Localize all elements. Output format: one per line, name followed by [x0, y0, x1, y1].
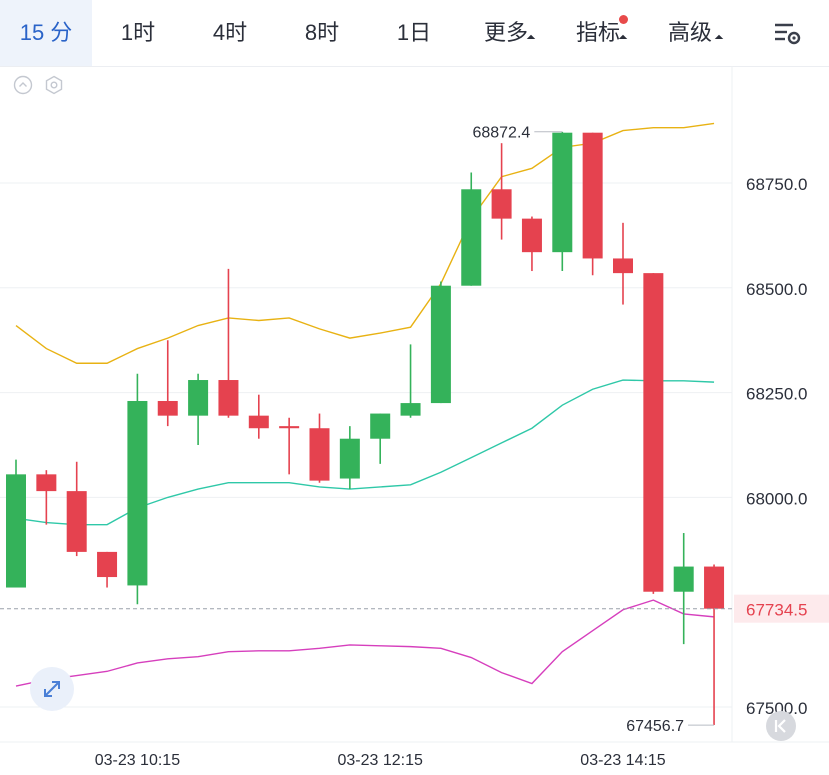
candle-body[interactable]: [279, 426, 300, 429]
indicator-settings-button[interactable]: [44, 75, 64, 95]
candle-body[interactable]: [582, 132, 603, 259]
tab-1h[interactable]: 1时: [92, 0, 184, 66]
y-tick-label: 68000.0: [746, 489, 807, 508]
candle-body[interactable]: [552, 132, 573, 253]
candle-body[interactable]: [400, 403, 421, 416]
candlestick-chart[interactable]: 68750.0 68500.0 68250.0 68000.0 67500.0 03-23…: [0, 66, 829, 775]
moving-average-line: [15, 599, 715, 687]
tab-8h[interactable]: 8时: [276, 0, 368, 66]
tab-1h-label: 1时: [120, 20, 156, 45]
y-tick-label: 67500.0: [746, 699, 807, 718]
candle-body[interactable]: [461, 189, 482, 286]
tab-15m[interactable]: 15 分: [0, 0, 92, 66]
tab-1d-label: 1日: [396, 20, 432, 45]
candle-body[interactable]: [521, 218, 542, 253]
candle-body[interactable]: [97, 551, 118, 578]
candle-body[interactable]: [157, 400, 178, 416]
skip-back-icon: [774, 719, 786, 733]
dropdown-arrow-icon: [618, 34, 628, 44]
moving-average-line: [15, 379, 715, 526]
candle-body[interactable]: [430, 285, 451, 404]
tab-8h-label: 8时: [304, 20, 340, 45]
timeframe-toolbar: 15 分 1时 4时 8时 1日 更多 指标 高级: [0, 0, 829, 67]
candle-body[interactable]: [673, 566, 694, 592]
expand-arrows-icon: [44, 681, 60, 697]
low-price-label: 67456.7: [626, 718, 684, 735]
candle-body[interactable]: [218, 380, 239, 416]
x-tick-label: 03-23 14:15: [580, 752, 666, 769]
candle-body[interactable]: [36, 474, 57, 492]
tab-advanced[interactable]: 高级: [644, 0, 736, 66]
candle-body[interactable]: [6, 474, 26, 588]
candle-body[interactable]: [309, 428, 330, 481]
tab-indicators-label: 指标: [575, 20, 620, 45]
hexagon-gear-icon: [45, 75, 63, 95]
notification-dot-icon: [619, 15, 628, 24]
chart-settings-icon: [775, 23, 801, 45]
tab-4h[interactable]: 4时: [184, 0, 276, 66]
y-tick-label: 68250.0: [746, 385, 807, 404]
fullscreen-button[interactable]: [30, 667, 74, 711]
candle-body[interactable]: [66, 491, 87, 552]
candle-body[interactable]: [491, 189, 512, 219]
y-tick-label: 68750.0: [746, 175, 807, 194]
candle-body[interactable]: [188, 380, 209, 416]
tab-indicators[interactable]: 指标: [552, 0, 644, 66]
tab-15m-label: 15 分: [19, 20, 73, 45]
tab-more[interactable]: 更多: [460, 0, 552, 66]
moving-average-line: [15, 122, 715, 364]
x-tick-label: 03-23 12:15: [337, 752, 423, 769]
chart-settings-button[interactable]: [773, 20, 801, 46]
candle-body[interactable]: [127, 400, 148, 586]
tab-advanced-label: 高级: [667, 20, 712, 45]
candle-body[interactable]: [339, 438, 360, 479]
dropdown-arrow-icon: [714, 34, 724, 44]
tab-1d[interactable]: 1日: [368, 0, 460, 66]
current-price-tag: [734, 594, 829, 623]
candle-body[interactable]: [613, 258, 633, 274]
candle-body[interactable]: [370, 413, 391, 439]
candle-body[interactable]: [704, 566, 725, 609]
chevron-up-circle-icon: [13, 75, 33, 95]
jump-to-latest-button[interactable]: [766, 711, 796, 741]
current-price-label: 67734.5: [746, 601, 807, 620]
tab-4h-label: 4时: [212, 20, 248, 45]
dropdown-arrow-icon: [526, 34, 536, 44]
candle-body[interactable]: [248, 415, 269, 429]
high-price-label: 68872.4: [472, 125, 530, 142]
y-tick-label: 68500.0: [746, 280, 807, 299]
collapse-indicator-button[interactable]: [13, 75, 33, 95]
x-tick-label: 03-23 10:15: [95, 752, 181, 769]
candle-body[interactable]: [643, 273, 664, 592]
tab-more-label: 更多: [483, 20, 528, 45]
